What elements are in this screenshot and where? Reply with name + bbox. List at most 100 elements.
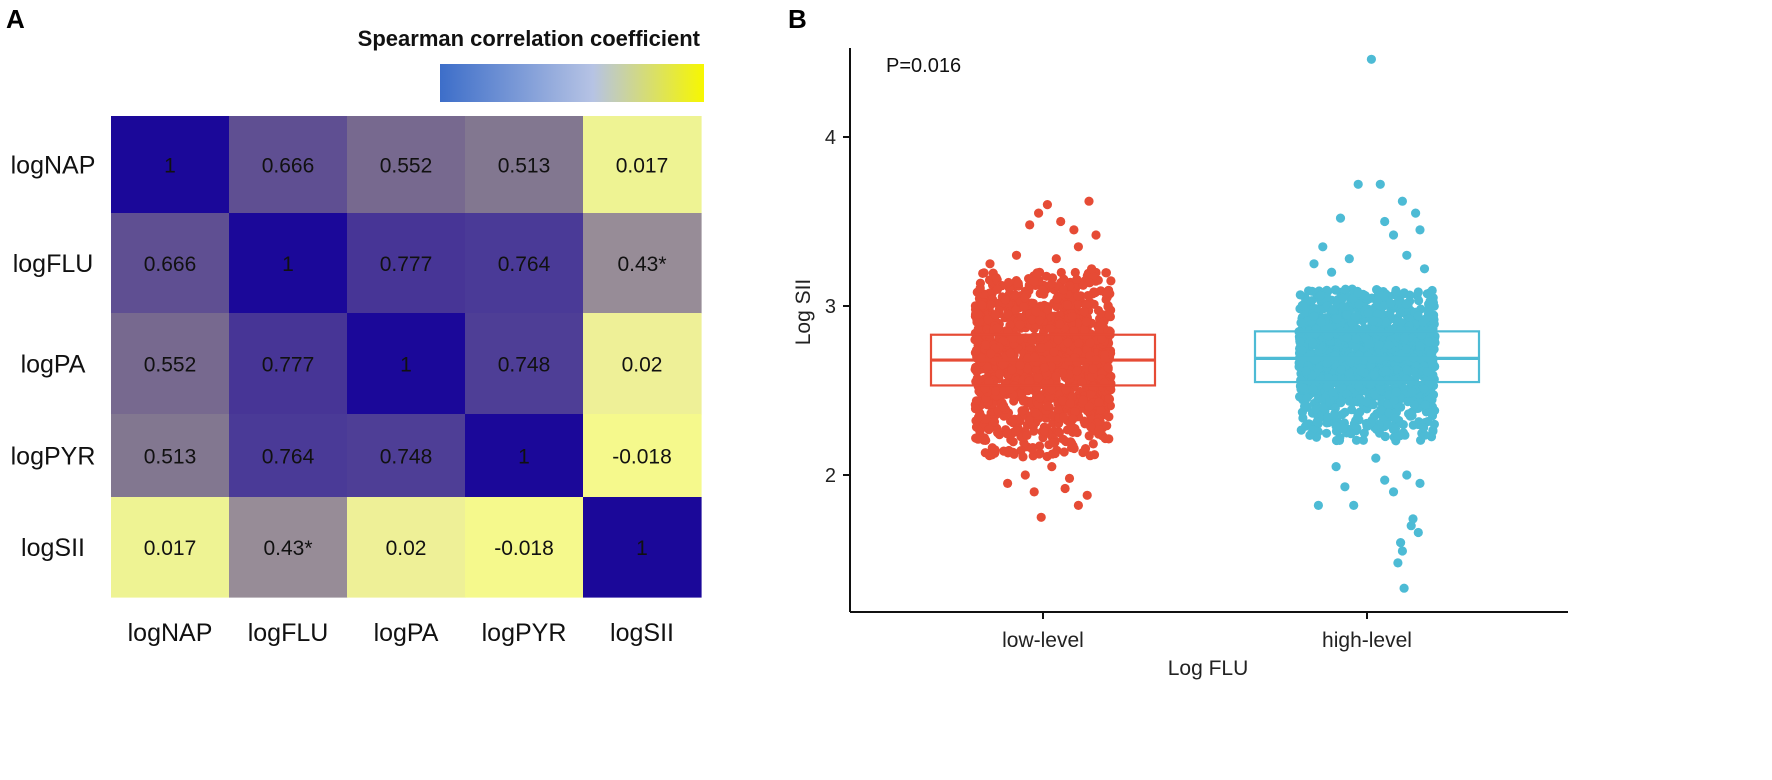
data-point (1331, 285, 1341, 295)
outlier-point (1353, 179, 1363, 189)
data-point (1058, 396, 1068, 406)
data-point (1358, 435, 1368, 445)
data-point (971, 362, 981, 372)
outlier-point (1375, 179, 1385, 189)
data-point (1336, 365, 1346, 375)
data-point (1101, 268, 1111, 278)
data-point (1013, 278, 1023, 288)
data-point (1100, 433, 1110, 444)
data-point (989, 417, 1000, 427)
data-point (1083, 291, 1093, 301)
data-point (1351, 341, 1361, 351)
data-point (977, 300, 987, 310)
heatmap-cell-label: 1 (636, 537, 648, 560)
data-point (1369, 316, 1379, 326)
heatmap-cell-label: 1 (518, 446, 530, 469)
outlier-point (1371, 453, 1381, 463)
data-point (1372, 285, 1382, 295)
data-point (1054, 428, 1064, 438)
outlier-point (1406, 521, 1416, 531)
data-point (1043, 401, 1053, 411)
x-tick-label: high-level (1322, 629, 1412, 652)
data-point (992, 284, 1003, 294)
data-point (1381, 366, 1391, 376)
outlier-point (1309, 259, 1319, 269)
data-point (1322, 382, 1332, 392)
data-point (999, 446, 1009, 456)
data-point (1027, 315, 1037, 325)
outlier-point (1011, 250, 1022, 260)
data-point (1088, 364, 1098, 374)
x-tick-label: low-level (1002, 629, 1084, 652)
data-point (986, 349, 996, 359)
heatmap-cell (111, 116, 230, 214)
heatmap-cell-label: -0.018 (494, 537, 554, 560)
data-point (1019, 302, 1029, 312)
data-point (1058, 368, 1068, 378)
data-point (1355, 407, 1365, 417)
data-point (992, 323, 1002, 333)
data-point (1375, 428, 1385, 438)
heatmap-cell-label: 0.777 (380, 253, 433, 276)
data-point (1023, 386, 1033, 396)
heatmap-cell (583, 497, 702, 598)
data-point (1073, 299, 1083, 310)
data-point (973, 412, 984, 422)
data-point (1050, 448, 1060, 459)
data-point (974, 317, 985, 327)
data-point (1005, 348, 1016, 358)
heatmap-cell (229, 414, 348, 498)
heatmap-cell-label: 0.777 (262, 354, 315, 377)
data-point (1387, 325, 1397, 335)
data-point (1328, 304, 1338, 315)
data-point (1346, 429, 1356, 439)
outlier-point (1380, 216, 1390, 227)
heatmap-cell-label: 1 (164, 155, 176, 178)
data-point (1047, 384, 1057, 395)
outlier-point (1084, 196, 1094, 206)
data-point (1395, 430, 1405, 441)
heatmap-cell-label: 0.43* (263, 537, 312, 560)
data-point (1052, 302, 1062, 312)
data-point (981, 435, 991, 445)
data-point (1035, 393, 1045, 403)
data-point (1061, 384, 1071, 394)
y-tick-label: 4 (825, 127, 836, 149)
data-point (1106, 276, 1116, 286)
data-point (1031, 306, 1041, 317)
data-point (1072, 366, 1082, 376)
box (1253, 330, 1481, 384)
data-point (1372, 309, 1383, 319)
data-point (1322, 358, 1332, 368)
data-point (1413, 311, 1423, 321)
data-point (1323, 412, 1333, 422)
data-point (1316, 317, 1326, 327)
data-point (971, 345, 982, 355)
data-point (1000, 295, 1011, 305)
data-point (1015, 360, 1025, 370)
heatmap-col-label: logNAP (128, 619, 213, 647)
data-point (1404, 409, 1414, 419)
data-point (1400, 332, 1410, 342)
outlier-point (1402, 470, 1412, 480)
data-point (1426, 349, 1436, 359)
data-point (1351, 334, 1361, 344)
data-point (1305, 430, 1315, 440)
outlier-point (1327, 267, 1337, 277)
data-point (1337, 409, 1347, 420)
data-point (1015, 334, 1025, 344)
data-point (1063, 337, 1073, 348)
outlier-point (1331, 462, 1341, 472)
data-point (1104, 394, 1114, 404)
data-point (986, 300, 996, 310)
data-point (1003, 277, 1014, 288)
data-point (1097, 334, 1107, 344)
data-point (1368, 400, 1378, 410)
data-point (993, 428, 1003, 438)
data-point (1428, 297, 1438, 308)
outlier-point (1020, 470, 1030, 480)
data-point (1413, 287, 1423, 297)
data-point (971, 396, 982, 406)
data-point (1051, 371, 1061, 381)
data-point (998, 402, 1009, 412)
